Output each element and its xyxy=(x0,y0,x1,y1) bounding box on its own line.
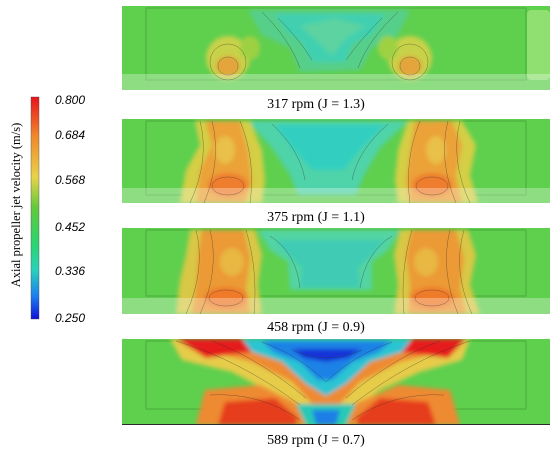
colorbar-gradient xyxy=(30,96,40,320)
colorbar: Axial propeller jet velocity (m/s) 0.800… xyxy=(9,93,85,325)
contour-panel-589rpm xyxy=(122,339,550,425)
panel-caption: 589 rpm (J = 0.7) xyxy=(267,433,365,448)
panel-caption: 317 rpm (J = 1.3) xyxy=(267,97,365,112)
colorbar-tick: 0.568 xyxy=(55,173,85,187)
panel-caption: 375 rpm (J = 1.1) xyxy=(267,210,365,225)
colorbar-title: Axial propeller jet velocity (m/s) xyxy=(9,123,23,288)
colorbar-tick: 0.336 xyxy=(55,264,85,278)
colorbar-tick: 0.452 xyxy=(55,220,85,234)
contour-panel-317rpm xyxy=(122,6,550,90)
contour-panel-375rpm xyxy=(122,119,550,203)
panel-caption: 458 rpm (J = 0.9) xyxy=(267,320,365,335)
colorbar-tick-max: 0.800 xyxy=(55,93,85,107)
colorbar-tick-min: 0.250 xyxy=(55,311,85,325)
colorbar-tick: 0.684 xyxy=(55,128,85,142)
contour-panel-458rpm xyxy=(122,228,550,314)
